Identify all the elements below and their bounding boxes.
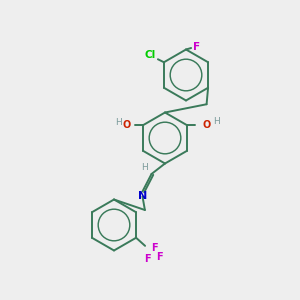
Text: F: F (151, 243, 158, 253)
Text: F: F (193, 41, 200, 52)
Text: O: O (123, 120, 131, 130)
Text: H: H (115, 118, 122, 127)
Text: H: H (213, 117, 220, 126)
Text: F: F (144, 254, 151, 264)
Text: F: F (156, 252, 163, 262)
Text: N: N (138, 191, 147, 202)
Text: H: H (141, 163, 147, 172)
Text: O: O (202, 120, 211, 130)
Text: Cl: Cl (144, 50, 155, 60)
